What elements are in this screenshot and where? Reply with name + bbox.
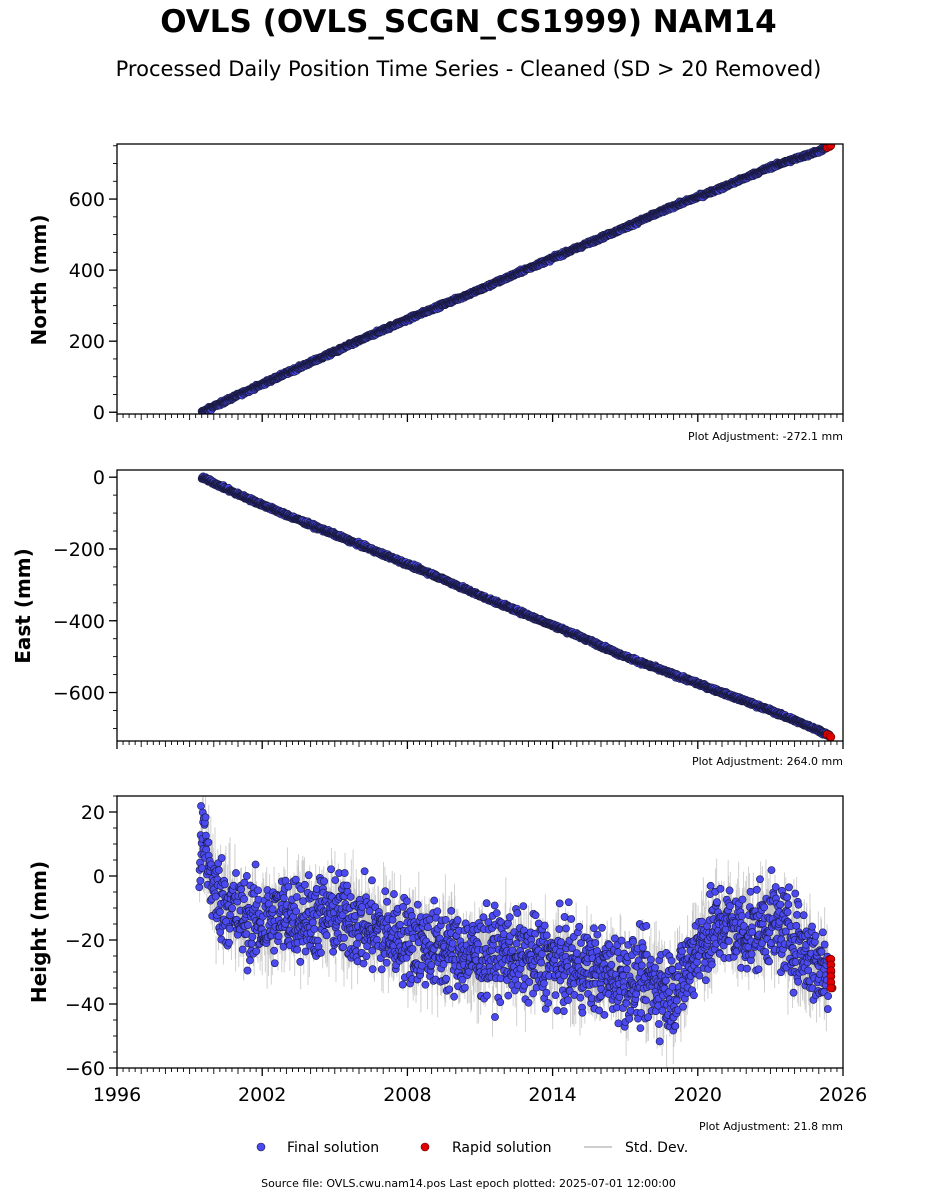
plot-adjustment-note: Plot Adjustment: -272.1 mm [688, 430, 843, 443]
plot-area [197, 144, 836, 414]
rapid-point [826, 144, 836, 150]
plot-area [197, 472, 836, 741]
chart-title: OVLS (OVLS_SCGN_CS1999) NAM14 [160, 4, 777, 40]
y-tick-label: 0 [93, 402, 105, 424]
y-tick-label: 200 [69, 331, 105, 353]
y-tick-label: 600 [69, 189, 105, 211]
chart-subtitle: Processed Daily Position Time Series - C… [115, 57, 822, 81]
y-axis-label: North (mm) [27, 214, 51, 345]
y-tick-label: 400 [69, 260, 105, 282]
panel-north: 0 200 400 600 North (mm) Plot Adjustment: -27… [27, 143, 844, 443]
